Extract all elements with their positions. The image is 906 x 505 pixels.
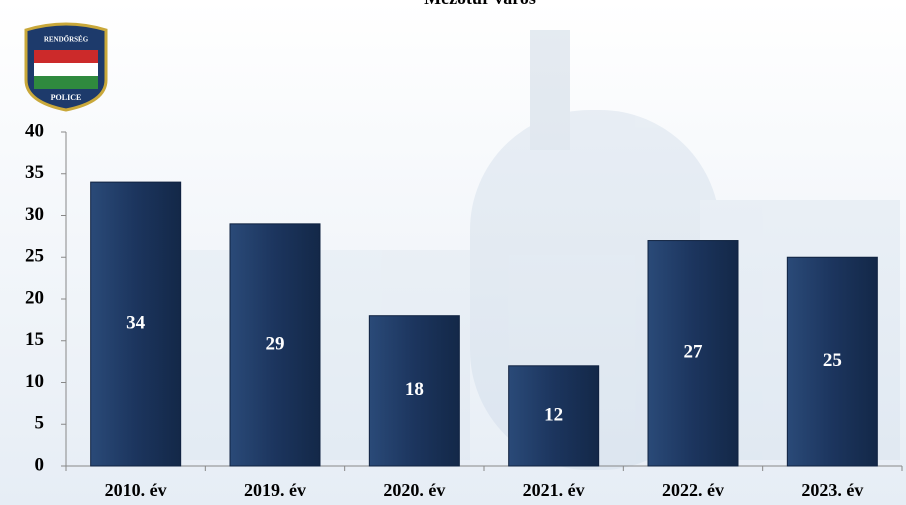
x-tick-label: 2021. év bbox=[523, 480, 585, 500]
bar bbox=[786, 256, 878, 467]
data-label: 18 bbox=[405, 379, 424, 400]
x-tick-label: 2010. év bbox=[105, 480, 167, 500]
y-tick-label: 20 bbox=[25, 287, 44, 308]
y-tick-label: 10 bbox=[25, 371, 44, 392]
bar bbox=[647, 240, 739, 467]
y-tick-label: 30 bbox=[25, 204, 44, 225]
x-tick-label: 2020. év bbox=[383, 480, 445, 500]
data-label: 34 bbox=[126, 312, 146, 333]
bar bbox=[508, 365, 600, 467]
y-tick-label: 35 bbox=[25, 162, 44, 183]
logo: RENDŐRSÉG POLICE bbox=[24, 22, 108, 112]
bar bbox=[368, 315, 460, 467]
y-tick-label: 0 bbox=[35, 454, 45, 475]
x-tick-label: 2023. év bbox=[801, 480, 863, 500]
data-label: 12 bbox=[544, 404, 563, 425]
y-tick-label: 25 bbox=[25, 246, 44, 267]
y-tick-label: 5 bbox=[35, 413, 45, 434]
y-tick-label: 40 bbox=[25, 120, 44, 141]
logo-top-text: RENDŐRSÉG bbox=[44, 36, 89, 44]
chart-title: Mezőtúr város bbox=[424, 0, 536, 8]
x-tick-label: 2022. év bbox=[662, 480, 724, 500]
logo-bottom-text: POLICE bbox=[51, 93, 82, 102]
x-tick-label: 2019. év bbox=[244, 480, 306, 500]
y-tick-label: 15 bbox=[25, 329, 44, 350]
bar bbox=[229, 223, 321, 467]
data-label: 27 bbox=[684, 342, 704, 363]
data-label: 25 bbox=[823, 350, 842, 371]
bar bbox=[90, 181, 182, 467]
data-label: 29 bbox=[266, 333, 285, 354]
